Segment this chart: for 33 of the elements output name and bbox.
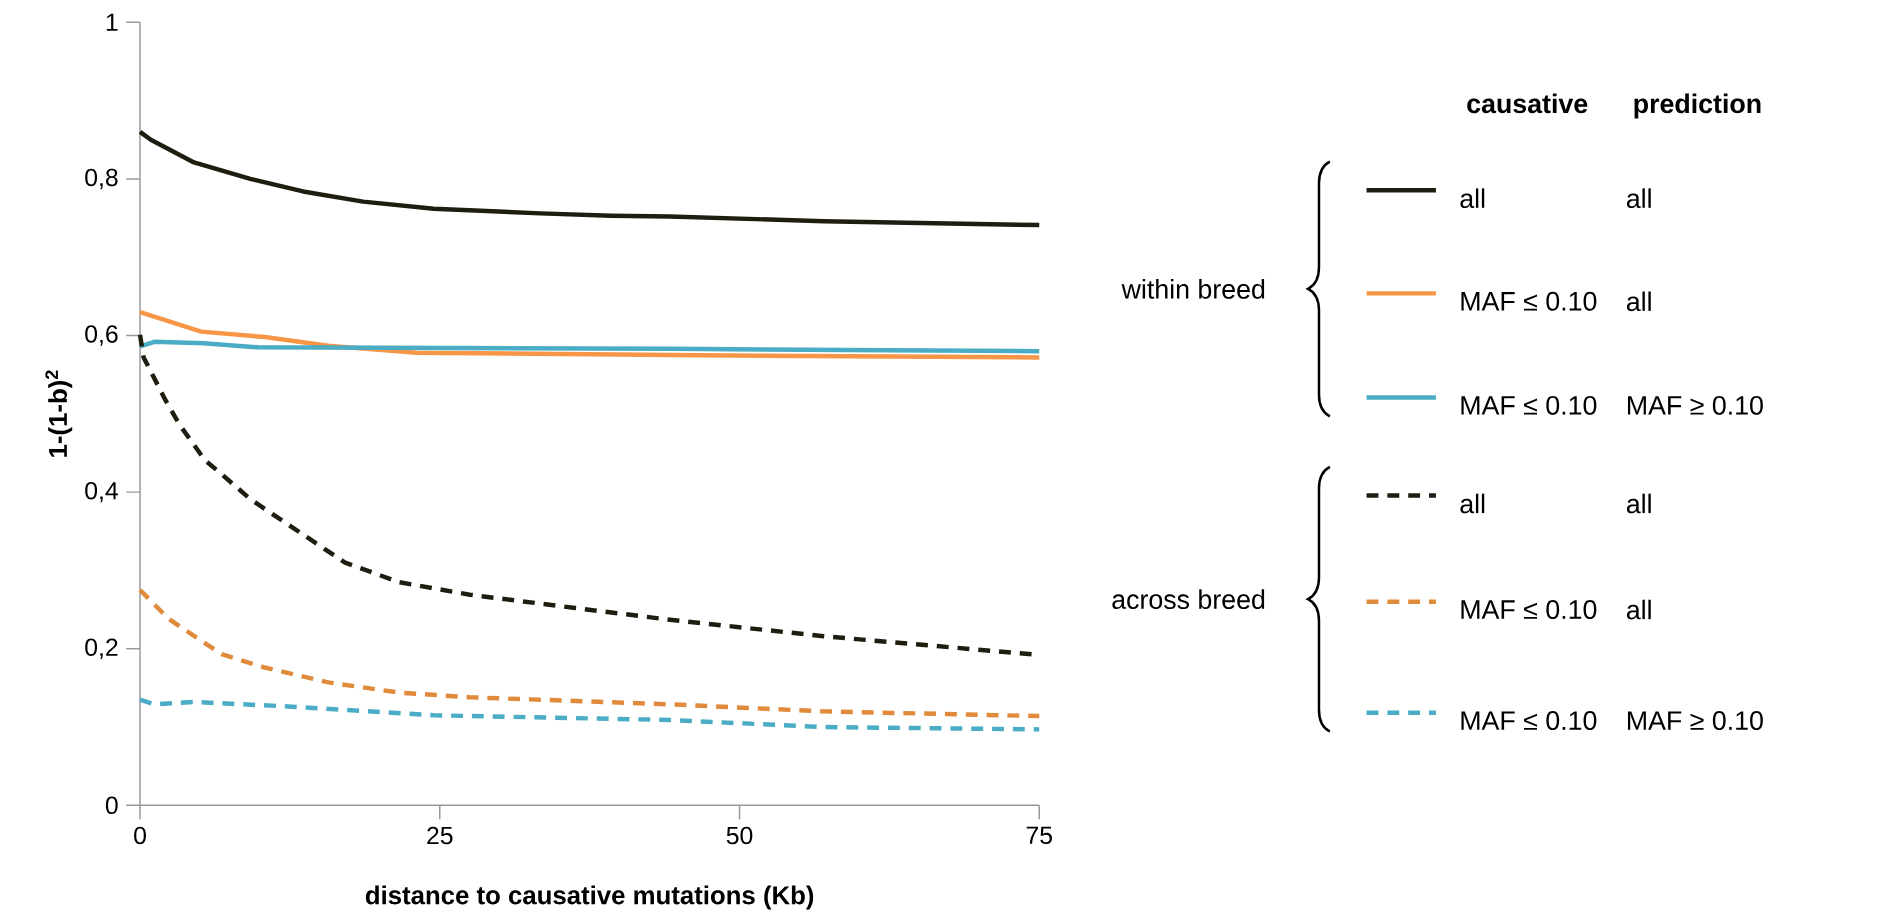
y-tick-label: 1 <box>106 13 118 31</box>
y-tick-label: 0,2 <box>85 638 118 660</box>
text: prediction <box>1634 93 1761 119</box>
x-tick-label: 0 <box>134 826 146 845</box>
text: within breed <box>1121 279 1265 299</box>
line-series <box>137 129 1042 228</box>
x-axis-title: distance to causative mutations (Kb) <box>365 885 814 910</box>
y-tick-label: 0,8 <box>85 168 118 190</box>
line-series <box>137 587 1042 719</box>
text: MAF ≥ 0.10 <box>1627 711 1763 731</box>
x-tick-label: 50 <box>726 826 753 845</box>
legend-label: MAF ≤ 0.10 <box>1461 291 1597 311</box>
y-tick-label: 0,6 <box>85 325 118 346</box>
legend-label: MAF ≤ 0.10 <box>1461 600 1597 620</box>
text: all <box>1626 188 1651 209</box>
legend-label: MAF ≤ 0.10 <box>1461 711 1597 731</box>
line-series <box>137 697 1042 732</box>
text: MAF ≥ 0.10 <box>1627 396 1763 415</box>
text: causative <box>1467 93 1588 114</box>
line-series <box>137 309 1042 360</box>
legend-label: all <box>1460 493 1485 514</box>
legend-label: all <box>1460 188 1485 209</box>
legend-label: MAF ≤ 0.10 <box>1461 396 1597 415</box>
y-tick-label: 0,4 <box>85 481 118 503</box>
text: all <box>1626 291 1651 312</box>
text: across breed <box>1112 589 1265 610</box>
line-series <box>137 339 1042 354</box>
x-tick-label: 75 <box>1026 826 1052 845</box>
text: all <box>1626 493 1651 514</box>
x-tick-label: 25 <box>427 826 453 845</box>
y-tick-label: 0 <box>105 796 118 815</box>
y-axis-title: 1-(1-b)$^{2}$ <box>45 370 73 457</box>
text: all <box>1626 599 1651 620</box>
